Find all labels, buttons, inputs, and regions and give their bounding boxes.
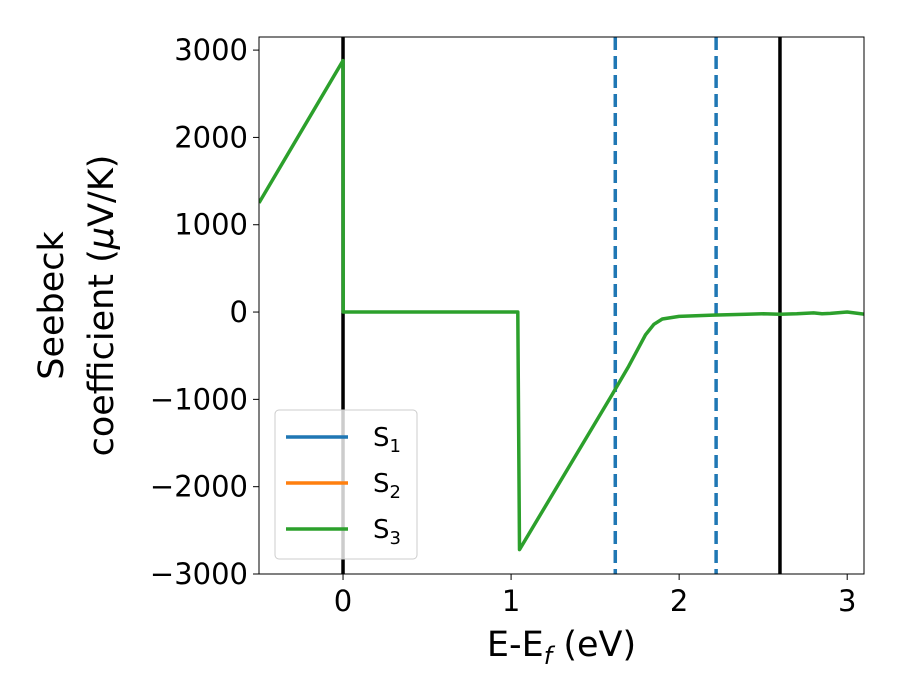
y-tick-label: 0 [230, 295, 248, 329]
legend-label-2: S2 [373, 469, 401, 503]
y-axis-label-line2: coefficient (μV/K) [82, 155, 122, 457]
y-axis-label-post: V/K) [82, 155, 122, 227]
legend-label-1: S1 [373, 423, 401, 457]
y-axis-label-mu: μ [82, 227, 122, 250]
y-axis-label-line1: Seebeck [32, 230, 72, 379]
y-tick-label: 2000 [174, 120, 248, 154]
y-axis-ticks: −3000 −2000 −1000 0 1000 2000 3000 [150, 33, 259, 591]
x-tick-label: 2 [670, 584, 688, 618]
x-axis-ticks: 0 1 2 3 [334, 574, 856, 618]
x-tick-label: 1 [502, 584, 520, 618]
x-axis-label-base: E-E [487, 625, 544, 665]
x-axis-label-rest: (eV) [552, 625, 636, 665]
series-lines [259, 58, 864, 552]
legend: S1 S2 S3 [274, 409, 418, 560]
y-tick-label: 1000 [174, 208, 248, 242]
x-tick-label: 0 [334, 584, 352, 618]
legend-label-3: S3 [373, 515, 401, 549]
y-tick-label: −2000 [150, 470, 248, 504]
x-axis-label: E-Ef (eV) [487, 625, 636, 670]
y-tick-label: −3000 [150, 557, 248, 591]
x-tick-label: 3 [838, 584, 856, 618]
y-tick-label: 3000 [174, 33, 248, 67]
y-axis-label: Seebeck coefficient (μV/K) [32, 155, 122, 457]
y-axis-label-pre: coefficient ( [82, 249, 122, 456]
y-tick-label: −1000 [150, 382, 248, 416]
plot-frame [258, 36, 865, 575]
series-line-3 [259, 58, 864, 552]
